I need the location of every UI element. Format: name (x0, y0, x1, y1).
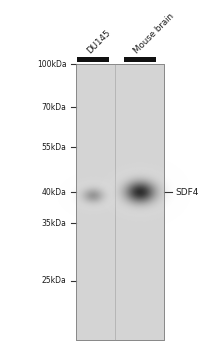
Bar (75, 64, 163, 340)
Text: 25kDa: 25kDa (42, 276, 66, 285)
Text: 35kDa: 35kDa (41, 219, 66, 228)
Text: 55kDa: 55kDa (41, 143, 66, 152)
Text: 40kDa: 40kDa (41, 188, 66, 197)
Bar (77, 57, 109, 62)
Bar (75, 64, 163, 340)
Text: DU145: DU145 (84, 28, 111, 55)
Bar (124, 57, 155, 62)
Text: 70kDa: 70kDa (41, 103, 66, 112)
Text: Mouse brain: Mouse brain (131, 12, 175, 55)
Text: SDF4: SDF4 (174, 188, 197, 197)
Text: 100kDa: 100kDa (37, 60, 66, 69)
